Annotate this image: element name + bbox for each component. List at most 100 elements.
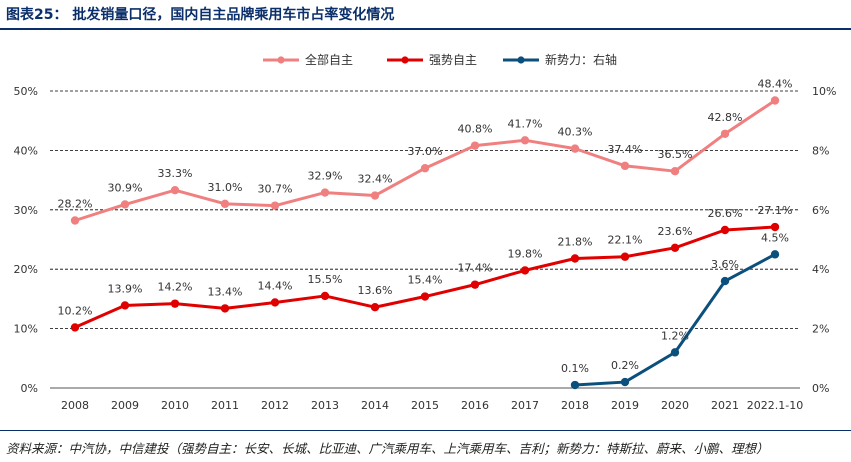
data-point: [770, 222, 780, 232]
x-tick-label: 2011: [211, 399, 239, 412]
y-left-tick-label: 10%: [14, 323, 38, 336]
data-point: [620, 377, 630, 387]
data-point: [70, 323, 80, 332]
source-divider: [0, 430, 851, 431]
data-point: [270, 298, 280, 307]
y-right-tick-label: 10%: [812, 85, 836, 98]
y-left-tick-label: 40%: [14, 144, 38, 157]
x-tick-label: 2015: [411, 399, 439, 412]
series-line: [574, 253, 776, 387]
data-point: [670, 243, 680, 253]
data-label: 31.0%: [208, 181, 243, 194]
data-point: [670, 348, 680, 357]
data-point: [270, 201, 280, 210]
x-tick-label: 2013: [311, 399, 339, 412]
data-point: [770, 96, 780, 105]
data-label: 17.4%: [458, 262, 493, 275]
data-point: [170, 299, 180, 308]
data-label: 22.1%: [608, 234, 643, 247]
x-tick-label: 2018: [561, 399, 589, 412]
data-label: 41.7%: [508, 117, 543, 130]
legend-swatch-marker: [277, 56, 285, 64]
data-point: [320, 291, 330, 301]
data-point: [470, 280, 480, 289]
data-label: 0.2%: [611, 359, 639, 372]
data-label: 27.1%: [758, 204, 793, 217]
data-label: 36.5%: [658, 148, 693, 161]
y-right-tick-label: 4%: [812, 263, 829, 276]
data-point: [620, 161, 630, 171]
legend-label: 新势力：右轴: [545, 52, 617, 67]
data-point: [70, 216, 80, 225]
x-tick-label: 2022.1-10: [747, 399, 803, 412]
data-label: 15.4%: [408, 274, 443, 287]
figure-title: 图表25： 批发销量口径，国内自主品牌乘用车市占率变化情况: [6, 7, 395, 23]
y-left-tick-label: 0%: [21, 382, 38, 395]
data-label: 21.8%: [558, 236, 593, 249]
data-point: [220, 304, 230, 313]
data-point: [420, 164, 430, 173]
data-label: 26.6%: [708, 207, 743, 220]
data-point: [720, 129, 730, 138]
legend-swatch-marker: [401, 56, 409, 64]
data-point: [120, 200, 130, 209]
legend-swatch-marker: [517, 56, 525, 64]
source-note: 资料来源：中汽协，中信建投（强势自主：长安、长城、比亚迪、广汽乘用车、上汽乘用车…: [6, 441, 769, 456]
data-point: [570, 380, 580, 390]
data-label: 23.6%: [658, 225, 693, 238]
data-point: [170, 185, 180, 195]
legend-label: 强势自主: [429, 53, 477, 67]
legend-label: 全部自主: [305, 52, 353, 67]
data-label: 48.4%: [758, 78, 793, 91]
data-point: [370, 191, 380, 200]
x-tick-label: 2009: [111, 399, 139, 412]
data-label: 13.4%: [208, 285, 243, 298]
data-point: [570, 254, 580, 263]
y-right-tick-label: 6%: [812, 204, 829, 217]
data-label: 33.3%: [158, 167, 193, 180]
y-right-tick-label: 2%: [812, 323, 829, 336]
data-label: 32.9%: [308, 170, 343, 183]
x-tick-label: 2021: [711, 399, 739, 412]
x-tick-label: 2008: [61, 399, 89, 412]
data-label: 19.8%: [508, 247, 543, 260]
data-label: 40.8%: [458, 123, 493, 136]
data-point: [770, 250, 780, 259]
data-point: [620, 252, 630, 261]
y-left-tick-label: 20%: [14, 263, 38, 276]
data-label: 10.2%: [58, 304, 93, 317]
data-point: [370, 303, 380, 312]
data-point: [320, 188, 330, 197]
data-label: 30.7%: [258, 183, 293, 196]
data-point: [720, 225, 730, 235]
data-label: 15.5%: [308, 273, 343, 286]
x-tick-label: 2019: [611, 399, 639, 412]
y-left-tick-label: 50%: [14, 85, 38, 98]
data-label: 28.2%: [58, 197, 93, 210]
data-point: [570, 144, 580, 153]
x-tick-label: 2010: [161, 399, 189, 412]
x-tick-label: 2017: [511, 399, 539, 412]
data-point: [120, 301, 130, 310]
data-point: [420, 292, 430, 301]
data-label: 4.5%: [761, 231, 789, 244]
data-label: 40.3%: [558, 126, 593, 139]
data-point: [720, 276, 730, 286]
data-point: [220, 199, 230, 209]
data-point: [670, 166, 680, 176]
data-point: [520, 266, 530, 275]
title-divider: [0, 28, 851, 30]
data-label: 37.0%: [408, 145, 443, 158]
data-label: 42.8%: [708, 111, 743, 124]
data-label: 14.4%: [258, 279, 293, 292]
data-label: 14.2%: [158, 281, 193, 294]
data-point: [520, 136, 530, 145]
x-tick-label: 2012: [261, 399, 289, 412]
x-tick-label: 2014: [361, 399, 389, 412]
data-label: 13.6%: [358, 284, 393, 297]
x-tick-label: 2016: [461, 399, 489, 412]
data-label: 32.4%: [358, 173, 393, 186]
y-right-tick-label: 0%: [812, 382, 829, 395]
data-point: [470, 141, 480, 150]
